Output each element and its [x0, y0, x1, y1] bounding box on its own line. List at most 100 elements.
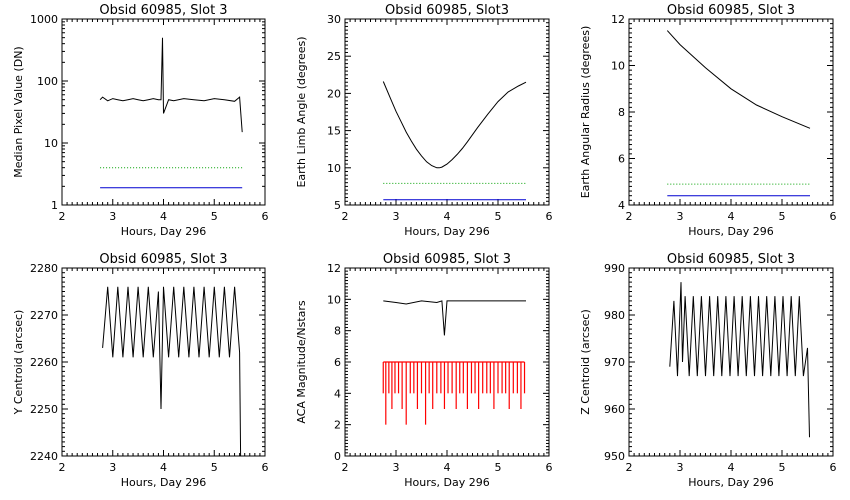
series-line-0: [383, 300, 526, 336]
panel-title: Obsid 60985, Slot 3: [99, 3, 227, 18]
x-tick-label: 6: [546, 210, 553, 223]
panel-title: Obsid 60985, Slot 3: [667, 3, 795, 18]
data-marks: [382, 300, 526, 425]
x-tick-label: 3: [393, 210, 400, 223]
y-axis-label: ACA Magnitude/Nstars: [295, 300, 308, 424]
y-tick-label: 20: [327, 87, 341, 100]
x-tick-label: 5: [495, 210, 502, 223]
y-tick-label: 12: [611, 13, 625, 26]
x-tick-label: 4: [444, 210, 451, 223]
panel-aca-magnitude: Obsid 60985, Slot 3 Hours, Day 296 ACA M…: [295, 252, 553, 489]
x-axis-label: Hours, Day 296: [121, 476, 206, 489]
x-tick-label: 2: [342, 210, 349, 223]
x-tick-label: 6: [830, 461, 837, 474]
panel-median-pixel: Obsid 60985, Slot 3 Hours, Day 296 Media…: [12, 3, 269, 238]
x-tick-label: 5: [211, 210, 218, 223]
y-tick-label: 4: [334, 387, 341, 400]
series-line-0: [102, 286, 242, 457]
y-tick-label: 960: [604, 403, 625, 416]
y-tick-label: 4: [618, 199, 625, 212]
series-line-0: [99, 37, 243, 133]
y-tick-label: 25: [327, 50, 341, 63]
data-marks: [669, 282, 810, 438]
panel-y-centroid: Obsid 60985, Slot 3 Hours, Day 296 Y Cen…: [12, 252, 269, 489]
y-tick-label: 950: [604, 450, 625, 463]
x-tick-label: 2: [342, 461, 349, 474]
x-axis-label: Hours, Day 296: [688, 476, 773, 489]
panel-title: Obsid 60985, Slot 3: [99, 252, 227, 267]
y-tick-label: 1: [51, 199, 58, 212]
y-tick-label: 2260: [30, 356, 58, 369]
y-tick-label: 10: [611, 60, 625, 73]
x-tick-label: 4: [728, 461, 735, 474]
x-tick-label: 2: [626, 461, 633, 474]
y-tick-label: 30: [327, 13, 341, 26]
panel-title: Obsid 60985, Slot3: [385, 3, 509, 18]
x-axis-label: Hours, Day 296: [121, 225, 206, 238]
y-tick-label: 10: [327, 293, 341, 306]
plot-frame: [344, 18, 550, 206]
x-tick-label: 4: [728, 210, 735, 223]
y-tick-label: 0: [334, 450, 341, 463]
x-tick-label: 6: [262, 461, 269, 474]
y-tick-label: 10: [327, 162, 341, 175]
y-tick-label: 8: [334, 325, 341, 338]
x-tick-label: 3: [109, 461, 116, 474]
y-axis-label: Y Centroid (arcsec): [12, 310, 25, 416]
y-tick-label: 12: [327, 262, 341, 275]
data-marks: [99, 37, 243, 189]
axis-ticks: 2 3 4 5 6 950 960 970 980 990: [604, 262, 837, 474]
y-axis-label: Earth Angular Radius (degrees): [579, 26, 592, 199]
axis-ticks: 2 3 4 5 6 4 6 8 10 12: [611, 13, 837, 223]
y-tick-label: 5: [334, 199, 341, 212]
y-axis-label: Earth Limb Angle (degrees): [295, 36, 308, 187]
y-tick-label: 6: [334, 356, 341, 369]
series-line-0: [666, 30, 811, 129]
y-tick-label: 970: [604, 356, 625, 369]
x-tick-label: 3: [677, 461, 684, 474]
y-tick-label: 6: [618, 153, 625, 166]
panel-earth-angular-radius: Obsid 60985, Slot 3 Hours, Day 296 Earth…: [579, 3, 837, 238]
y-axis-label: Median Pixel Value (DN): [12, 46, 25, 177]
x-tick-label: 6: [546, 461, 553, 474]
x-tick-label: 5: [779, 461, 786, 474]
x-axis-label: Hours, Day 296: [404, 476, 489, 489]
x-axis-label: Hours, Day 296: [404, 225, 489, 238]
data-marks: [382, 81, 527, 201]
y-tick-label: 100: [37, 75, 58, 88]
y-tick-label: 1000: [30, 13, 58, 26]
y-tick-label: 15: [327, 125, 341, 138]
x-tick-label: 3: [109, 210, 116, 223]
data-marks: [102, 286, 242, 457]
panel-title: Obsid 60985, Slot 3: [383, 252, 511, 267]
x-axis-label: Hours, Day 296: [688, 225, 773, 238]
series-line-0: [669, 282, 810, 438]
x-tick-label: 6: [830, 210, 837, 223]
y-tick-label: 2280: [30, 262, 58, 275]
panel-earth-limb-angle: Obsid 60985, Slot3 Hours, Day 296 Earth …: [295, 3, 553, 238]
x-tick-label: 5: [211, 461, 218, 474]
x-tick-label: 5: [495, 461, 502, 474]
y-tick-label: 2270: [30, 309, 58, 322]
y-tick-label: 2240: [30, 450, 58, 463]
y-tick-label: 980: [604, 309, 625, 322]
axis-ticks: 2 3 4 5 6 2240 2250 2260 2270 2280: [30, 262, 269, 474]
x-tick-label: 2: [626, 210, 633, 223]
y-tick-label: 8: [618, 106, 625, 119]
plot-frame: [628, 18, 834, 206]
x-tick-label: 3: [677, 210, 684, 223]
x-tick-label: 2: [59, 461, 66, 474]
x-tick-label: 3: [393, 461, 400, 474]
panel-title: Obsid 60985, Slot 3: [667, 252, 795, 267]
series-line-0: [382, 81, 527, 169]
x-tick-label: 4: [160, 210, 167, 223]
y-tick-label: 2: [334, 419, 341, 432]
x-tick-label: 4: [444, 461, 451, 474]
x-tick-label: 6: [262, 210, 269, 223]
axis-ticks: 2 3 4 5 6 5 10 15 20 25 30: [327, 13, 553, 223]
x-tick-label: 4: [160, 461, 167, 474]
axis-ticks: 2 3 4 5 6 1 10 100 1000: [30, 13, 269, 223]
y-axis-label: Z Centroid (arcsec): [579, 309, 592, 415]
